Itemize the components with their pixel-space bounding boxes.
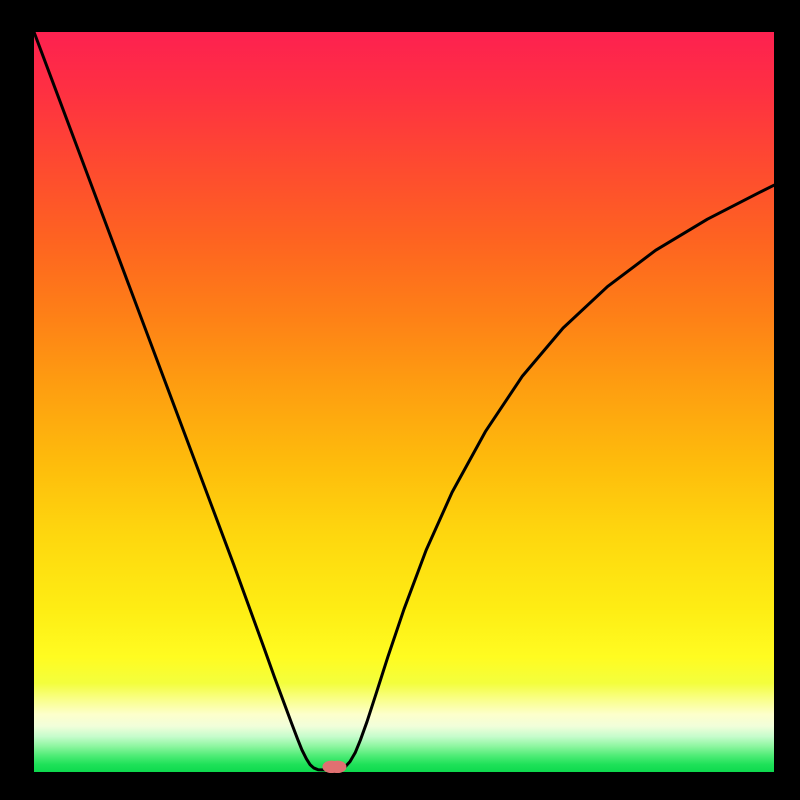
bottleneck-chart [0,0,800,800]
chart-frame: TheBottleneck.com [0,0,800,800]
gradient-background [34,32,774,772]
optimum-marker [322,761,346,773]
